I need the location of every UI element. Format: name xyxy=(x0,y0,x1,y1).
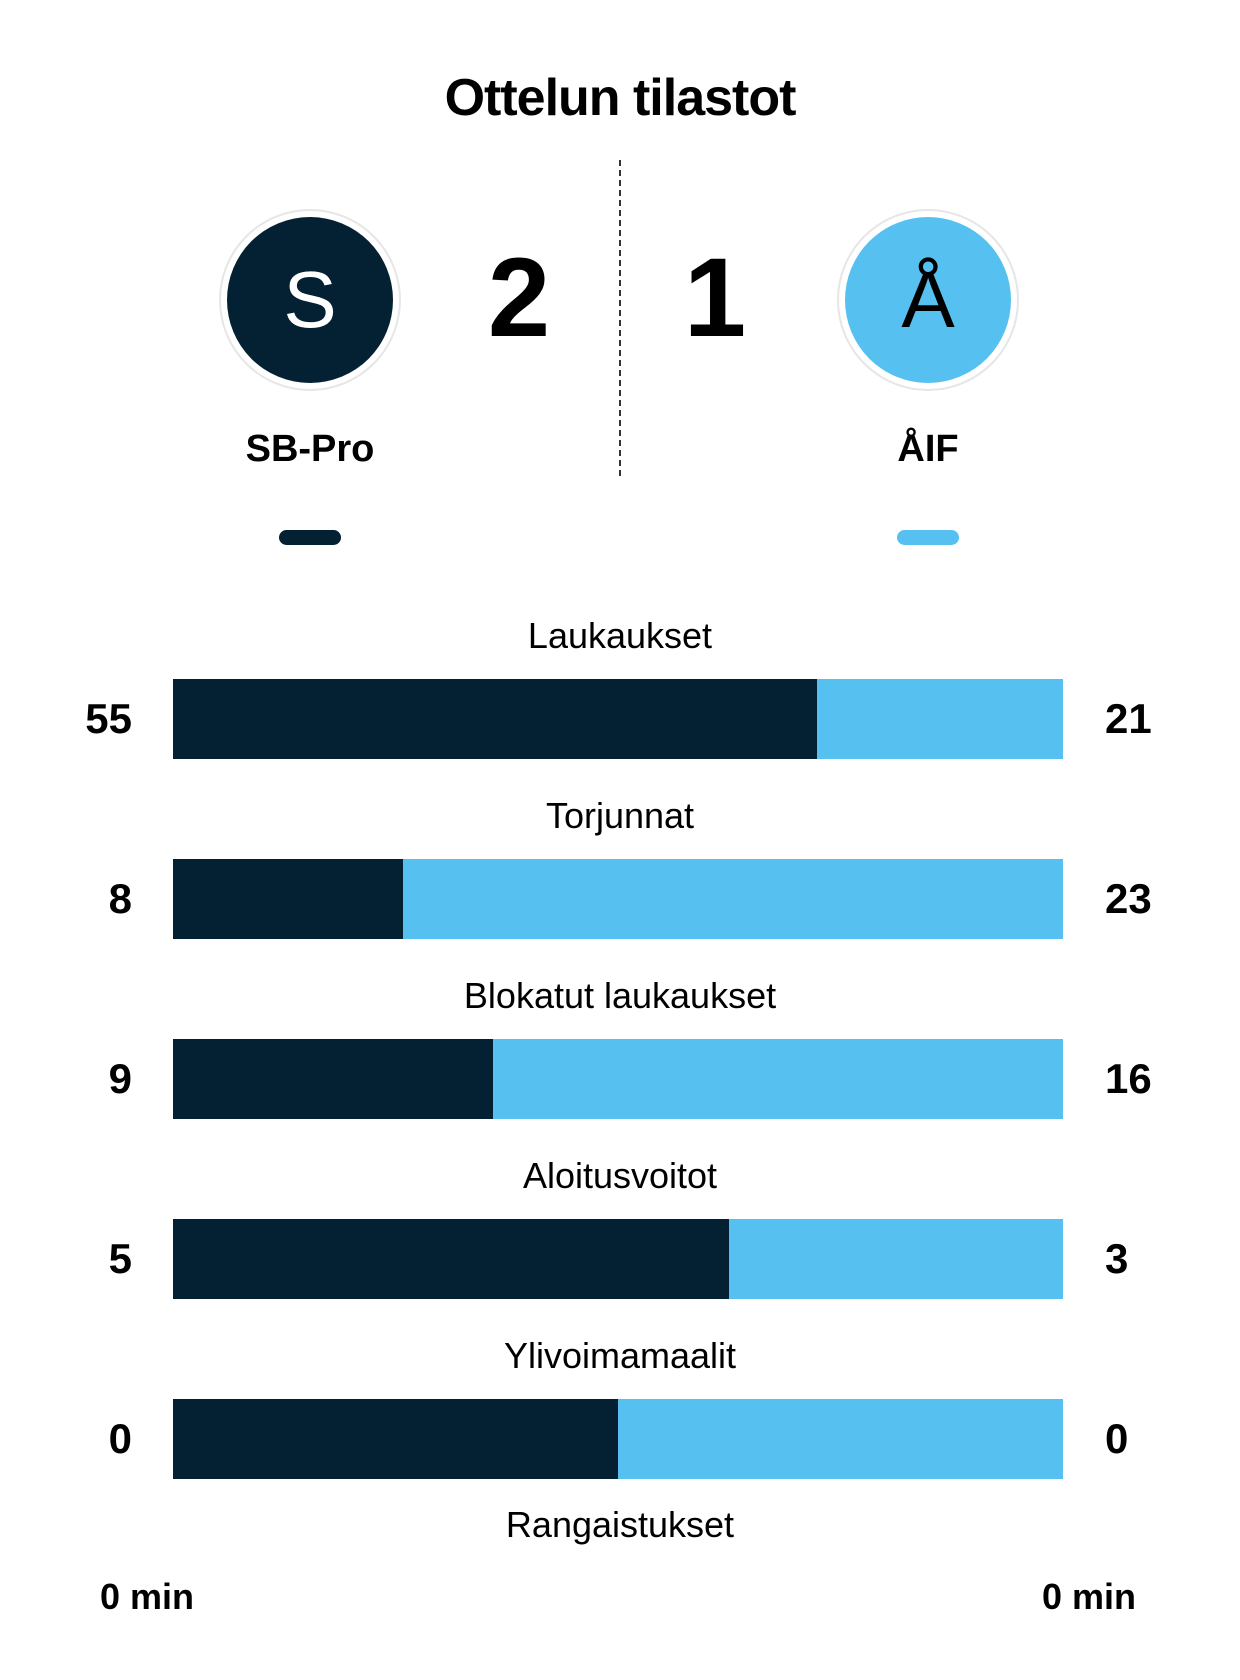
stat-bar xyxy=(173,1039,1063,1119)
away-stat-value: 21 xyxy=(1105,695,1152,742)
home-bar-segment xyxy=(173,1399,618,1479)
away-team-logo: Å xyxy=(837,209,1019,391)
stat-label: Blokatut laukaukset xyxy=(463,975,777,1016)
away-penalty-minutes: 0 min xyxy=(1041,1576,1136,1617)
away-bar-segment xyxy=(402,859,1063,939)
stat-label: Torjunnat xyxy=(545,795,695,836)
home-team-logo: S xyxy=(219,209,401,391)
away-score: 1 xyxy=(683,235,747,360)
home-bar-segment xyxy=(173,1219,730,1299)
stat-bar xyxy=(173,1399,1063,1479)
stat-label: Ylivoimamaalit xyxy=(503,1335,737,1376)
home-logo-letter: S xyxy=(227,217,393,383)
away-stat-value: 3 xyxy=(1105,1235,1129,1282)
away-bar-segment xyxy=(493,1039,1063,1119)
stat-bar xyxy=(173,859,1063,939)
stat-label: Laukaukset xyxy=(527,615,713,656)
away-bar-segment xyxy=(618,1399,1063,1479)
away-stat-value: 16 xyxy=(1105,1055,1152,1102)
home-color-legend xyxy=(279,530,341,545)
home-team-name: SB-Pro xyxy=(245,428,375,470)
page-title: Ottelun tilastot xyxy=(444,69,797,127)
away-color-legend xyxy=(897,530,959,545)
away-bar-segment xyxy=(817,679,1063,759)
away-team-name: ÅIF xyxy=(897,428,959,470)
home-stat-value: 55 xyxy=(85,695,132,742)
score-divider xyxy=(619,160,621,476)
home-bar-segment xyxy=(173,859,403,939)
home-stat-value: 9 xyxy=(108,1055,132,1102)
stat-label: Aloitusvoitot xyxy=(522,1155,718,1196)
home-stat-value: 0 xyxy=(108,1415,132,1462)
home-score: 2 xyxy=(487,235,551,360)
away-logo-letter: Å xyxy=(845,217,1011,383)
penalties-label: Rangaistukset xyxy=(505,1504,735,1545)
away-stat-value: 23 xyxy=(1105,875,1152,922)
home-bar-segment xyxy=(173,1039,494,1119)
home-stat-value: 5 xyxy=(108,1235,132,1282)
away-stat-value: 0 xyxy=(1105,1415,1129,1462)
away-bar-segment xyxy=(729,1219,1063,1299)
home-bar-segment xyxy=(173,679,818,759)
stat-bar xyxy=(173,679,1063,759)
stat-bar xyxy=(173,1219,1063,1299)
home-penalty-minutes: 0 min xyxy=(100,1576,195,1617)
home-stat-value: 8 xyxy=(108,875,132,922)
